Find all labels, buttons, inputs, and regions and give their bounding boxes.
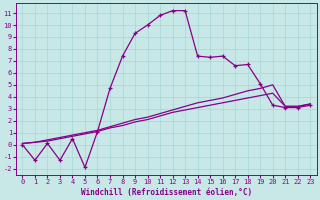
- X-axis label: Windchill (Refroidissement éolien,°C): Windchill (Refroidissement éolien,°C): [81, 188, 252, 197]
